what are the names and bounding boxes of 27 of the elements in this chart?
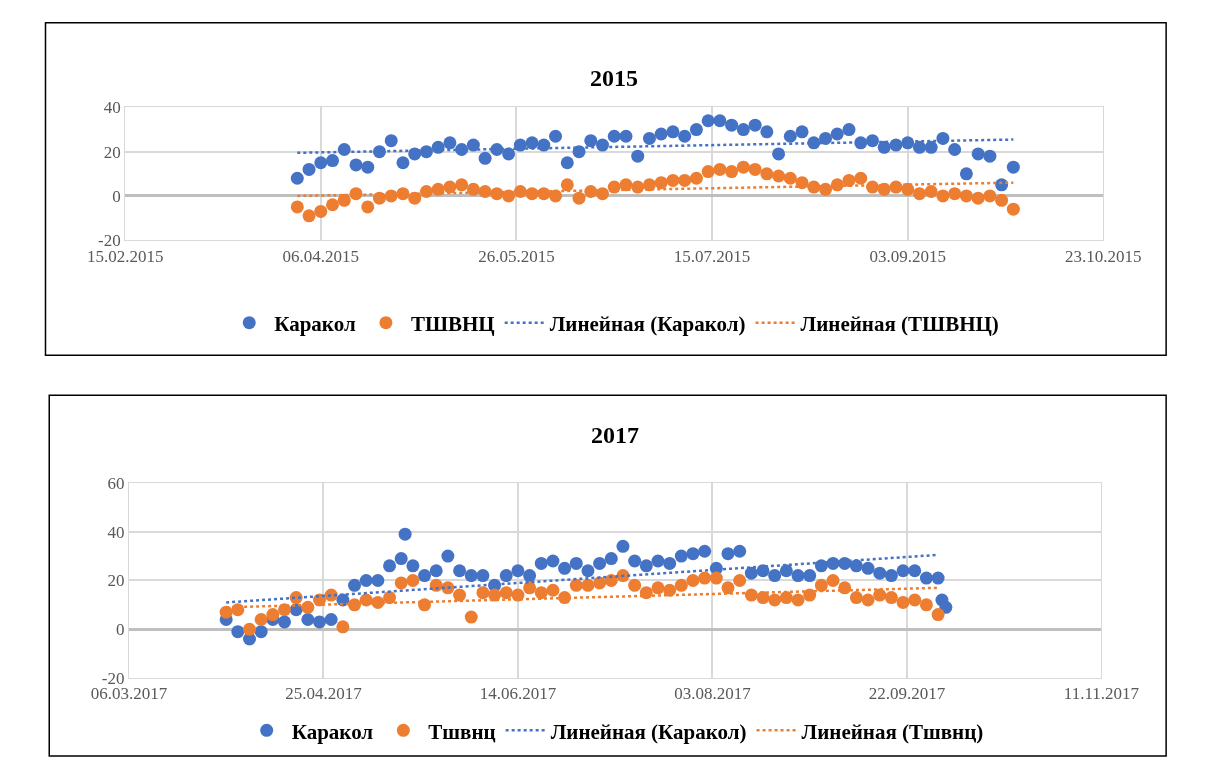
legend-label: ТШВНЦ bbox=[410, 311, 495, 336]
legend-label: Линейная (Каракол) bbox=[550, 719, 747, 744]
x-tick-label: 23.10.2015 bbox=[1065, 246, 1142, 266]
y-tick-label: 60 bbox=[107, 473, 125, 493]
legend-label: Тшвнц bbox=[428, 719, 496, 744]
x-tick-label: 22.09.2017 bbox=[868, 684, 946, 704]
y-tick-label: 20 bbox=[103, 142, 121, 162]
legend-label: Линейная (Тшвнц) bbox=[801, 719, 984, 744]
chart-title: 2015 bbox=[590, 65, 638, 91]
x-tick-label: 11.11.2017 bbox=[1063, 684, 1140, 704]
x-tick-label: 03.08.2017 bbox=[674, 684, 752, 704]
y-tick-label: 40 bbox=[107, 522, 125, 542]
y-tick-label: 0 bbox=[115, 620, 125, 640]
legend-label: Каракол bbox=[291, 719, 374, 744]
legend-label: Линейная (ТШВНЦ) bbox=[800, 311, 999, 336]
x-tick-label: 26.05.2015 bbox=[478, 246, 555, 266]
x-tick-label: 14.06.2017 bbox=[479, 684, 557, 704]
y-tick-label: 20 bbox=[107, 571, 125, 591]
x-tick-label: 03.09.2015 bbox=[869, 246, 946, 266]
legend-label: Каракол bbox=[274, 311, 356, 336]
x-tick-label: 06.04.2015 bbox=[282, 246, 360, 266]
x-tick-label: 25.04.2017 bbox=[285, 684, 363, 704]
x-tick-label: 15.07.2015 bbox=[673, 246, 751, 266]
chart-title: 2017 bbox=[591, 422, 639, 448]
legend-label: Линейная (Каракол) bbox=[549, 311, 746, 336]
y-tick-label: 40 bbox=[103, 98, 121, 118]
y-tick-label: 0 bbox=[112, 186, 121, 206]
